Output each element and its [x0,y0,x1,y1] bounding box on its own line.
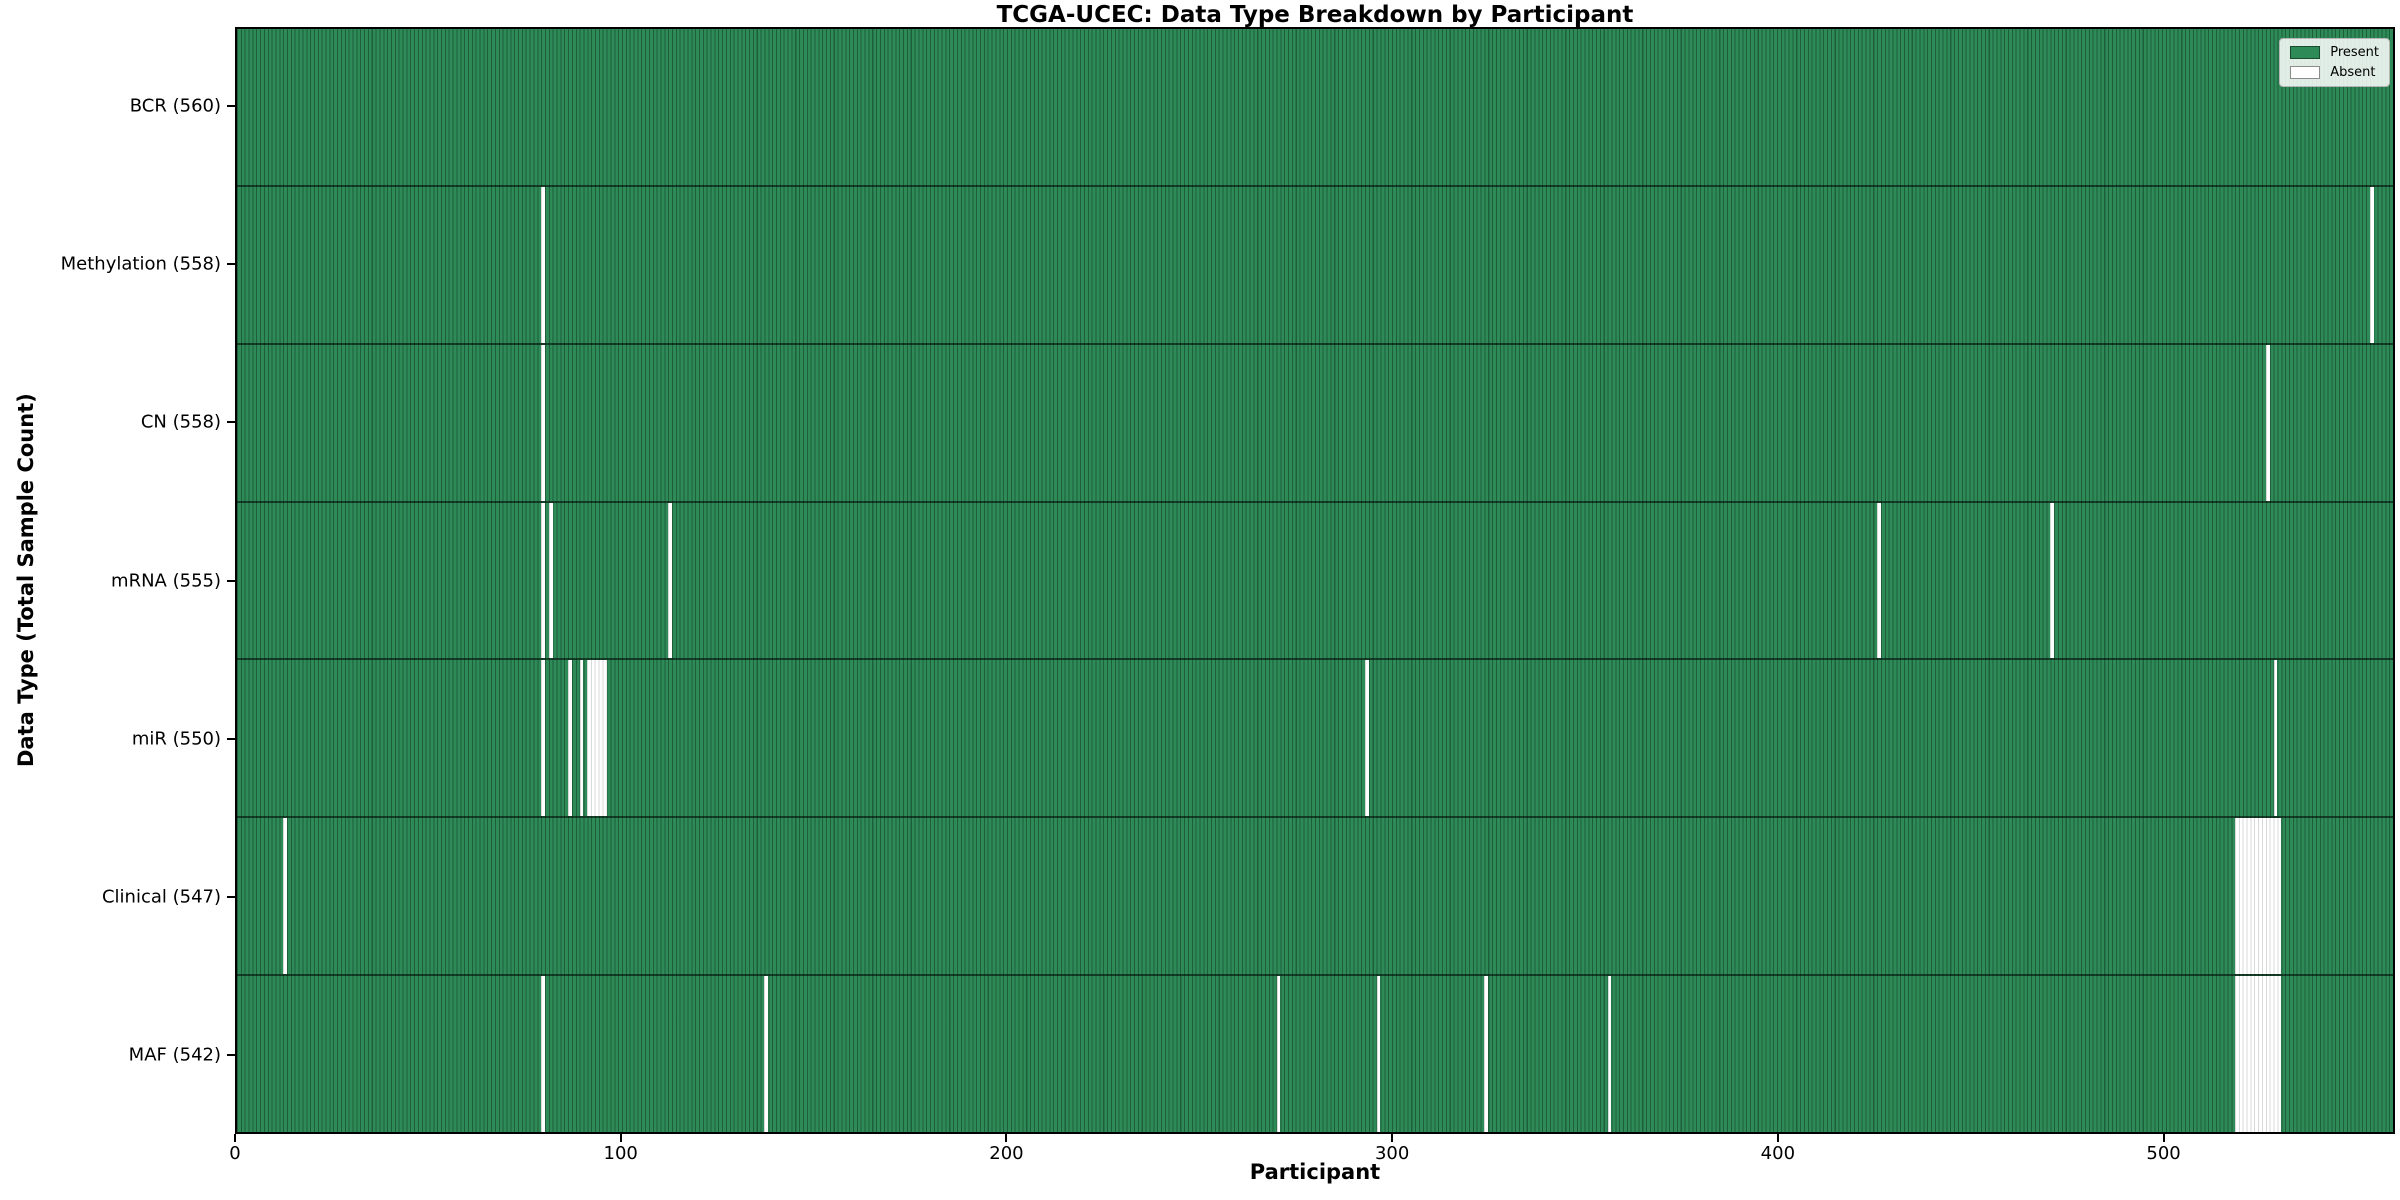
absent-gap [587,660,607,817]
absent-gap [568,660,572,817]
absent-gap [764,976,769,1133]
absent-gap [2273,660,2278,817]
y-tick-mark [227,579,235,582]
absent-gap [668,502,673,659]
absent-gap [1607,976,1612,1133]
legend-label-present: Present [2330,45,2379,60]
y-tick-mark [227,105,235,108]
absent-gap [2265,344,2270,501]
y-tick-label: Clinical (547) [101,886,221,908]
y-tick-mark [227,263,235,266]
present-swatch-icon [2290,46,2321,59]
y-tick-label: BCR (560) [129,95,221,117]
x-tick-label: 500 [2146,1143,2181,1164]
legend-item-present: Present [2290,45,2379,60]
x-tick-mark [619,1134,622,1142]
absent-gap [541,976,545,1133]
absent-gap [1276,976,1281,1133]
y-axis-ticks: BCR (560) Methylation (558) CN (558) mRNA (… [0,27,235,1134]
y-tick-label: miR (550) [131,728,221,750]
heatmap-row-mrna [237,502,2393,661]
plot-area [235,27,2395,1134]
absent-gap [1484,976,1489,1133]
legend-item-absent: Absent [2290,65,2379,80]
legend-label-absent: Absent [2330,65,2376,80]
y-tick-mark [227,1053,235,1056]
y-tick-label: Methylation (558) [60,253,221,275]
x-tick-mark [1005,1134,1008,1142]
heatmap-row-mir [237,660,2393,819]
y-tick-mark [227,421,235,424]
x-tick-mark [234,1134,236,1142]
x-tick-mark [1776,1134,1779,1142]
absent-gap [2235,818,2282,975]
x-tick-label: 0 [229,1143,241,1164]
y-tick-mark [227,737,235,740]
absent-gap [541,344,545,501]
heatmap-row-clinical [237,818,2393,977]
absent-gap [541,660,545,817]
heatmap-row-cn [237,344,2393,503]
heatmap-row-maf [237,976,2393,1133]
absent-gap [2235,976,2282,1133]
absent-gap [1877,502,1881,659]
absent-gap [283,818,288,975]
y-tick-mark [227,895,235,898]
absent-gap [1365,660,1369,817]
y-tick-label: mRNA (555) [111,570,221,591]
absent-gap [2050,502,2055,659]
legend: Present Absent [2279,38,2390,87]
x-tick-label: 400 [1760,1143,1796,1164]
y-tick-label: CN (558) [140,411,221,433]
y-tick-label: MAF (542) [128,1044,221,1066]
heatmap-row-bcr [237,29,2393,187]
absent-gap [541,502,545,659]
absent-swatch-icon [2290,66,2321,79]
absent-gap [579,660,584,817]
absent-gap [2369,186,2374,343]
absent-gap [1376,976,1381,1133]
x-tick-label: 300 [1374,1143,1410,1164]
x-tick-mark [1391,1134,1394,1142]
absent-gap [541,186,545,343]
x-axis-ticks: 0 100 200 300 400 500 [229,1134,2395,1164]
x-tick-label: 100 [603,1143,638,1164]
chart-title: TCGA-UCEC: Data Type Breakdown by Partic… [996,2,1634,28]
absent-gap [548,502,553,659]
heatmap-row-methylation [237,186,2393,345]
x-tick-label: 200 [989,1143,1024,1164]
x-axis-label: Participant [1249,1160,1381,1184]
x-tick-mark [2162,1134,2165,1142]
